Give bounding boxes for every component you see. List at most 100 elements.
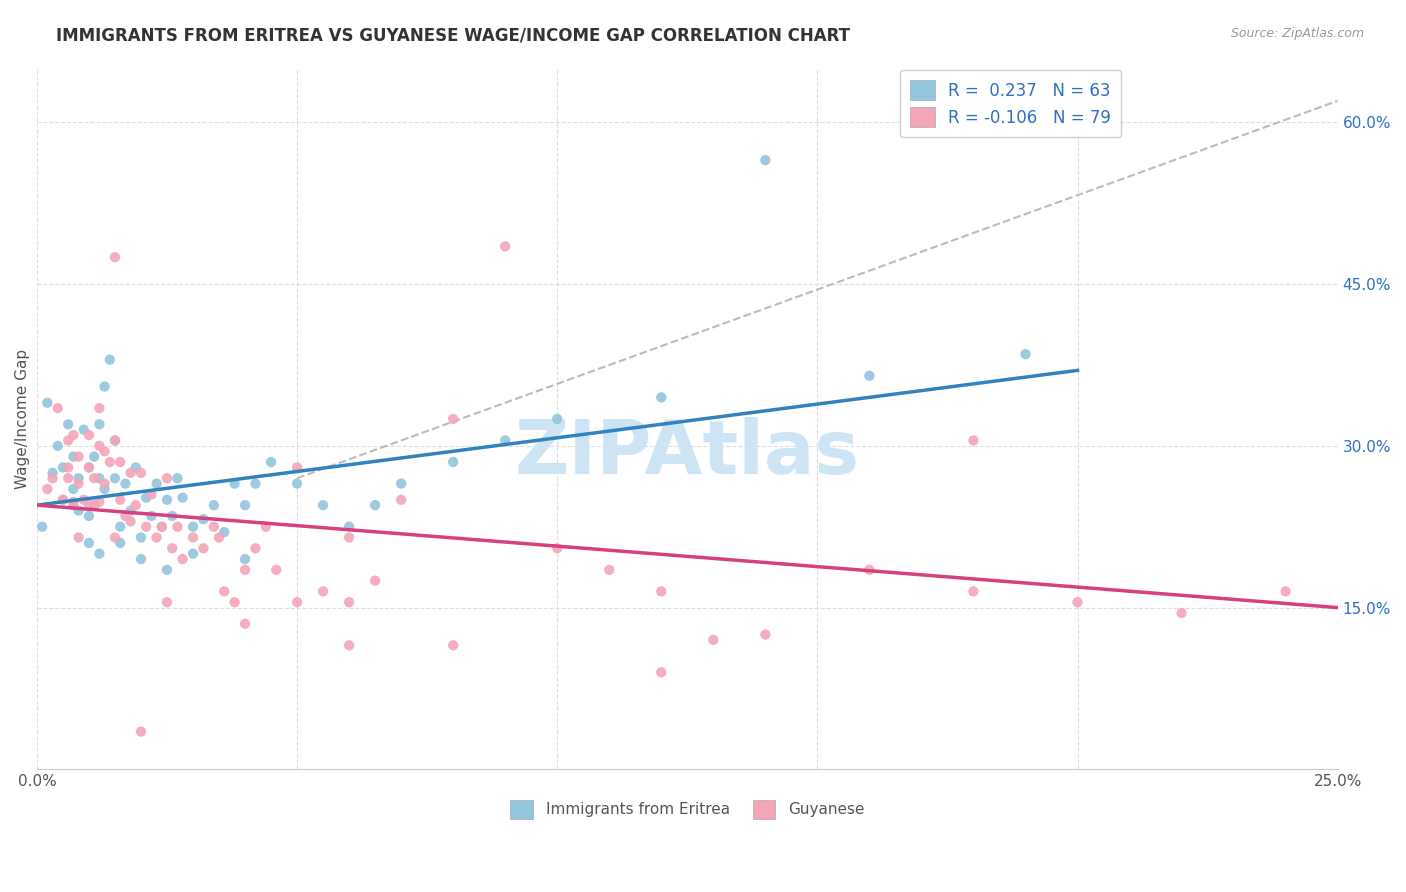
Point (650, 390, 672, 404)
Y-axis label: Wage/Income Gap: Wage/Income Gap (15, 349, 30, 489)
Point (120, 466, 142, 480)
Point (546, 541, 568, 556)
Point (1066, 595, 1088, 609)
Point (77, 428, 100, 442)
Point (156, 471, 179, 485)
Point (67, 531, 90, 545)
Point (208, 531, 231, 545)
Text: Source: ZipAtlas.com: Source: ZipAtlas.com (1230, 27, 1364, 40)
Point (441, 638, 464, 652)
Point (104, 531, 127, 545)
Point (312, 498, 335, 512)
Point (135, 491, 157, 505)
Point (37, 482, 59, 496)
Point (125, 460, 148, 475)
Point (160, 508, 183, 523)
Point (73, 423, 96, 437)
Point (108, 536, 131, 550)
Point (62, 498, 84, 512)
Point (108, 455, 131, 469)
Point (193, 541, 215, 556)
Point (52, 460, 75, 475)
Point (89, 547, 111, 561)
Point (83, 498, 105, 512)
Point (77, 498, 100, 512)
Point (181, 547, 204, 561)
Point (202, 498, 225, 512)
Point (89, 495, 111, 509)
Point (150, 519, 173, 533)
Point (260, 455, 283, 469)
Point (108, 492, 131, 507)
Point (172, 552, 194, 566)
Point (598, 563, 620, 577)
Legend: Immigrants from Eritrea, Guyanese: Immigrants from Eritrea, Guyanese (505, 794, 870, 825)
Point (56, 471, 79, 485)
Point (98, 455, 121, 469)
Point (754, 627, 776, 641)
Point (31, 519, 53, 533)
Point (125, 498, 148, 512)
Point (83, 450, 105, 464)
Point (962, 434, 984, 448)
Point (337, 519, 360, 533)
Point (181, 519, 204, 533)
Point (858, 368, 880, 383)
Point (312, 584, 335, 599)
Point (233, 498, 256, 512)
Point (104, 471, 127, 485)
Point (141, 487, 163, 501)
Point (224, 595, 246, 609)
Point (62, 495, 84, 509)
Point (233, 616, 256, 631)
Point (93, 482, 115, 496)
Point (93, 444, 115, 458)
Point (212, 525, 235, 540)
Point (233, 563, 256, 577)
Point (89, 417, 111, 432)
Point (364, 574, 387, 588)
Point (56, 434, 79, 448)
Point (285, 476, 308, 491)
Point (1274, 584, 1296, 599)
Point (67, 471, 90, 485)
Point (494, 239, 516, 253)
Point (285, 595, 308, 609)
Point (77, 460, 100, 475)
Point (1170, 606, 1192, 620)
Point (73, 492, 96, 507)
Point (108, 519, 131, 533)
Point (52, 492, 75, 507)
Point (67, 503, 90, 517)
Point (858, 563, 880, 577)
Point (37, 396, 59, 410)
Point (104, 250, 127, 264)
Point (1014, 347, 1036, 361)
Point (62, 428, 84, 442)
Point (114, 476, 136, 491)
Point (129, 531, 152, 545)
Point (89, 401, 111, 416)
Point (56, 417, 79, 432)
Point (129, 466, 152, 480)
Text: IMMIGRANTS FROM ERITREA VS GUYANESE WAGE/INCOME GAP CORRELATION CHART: IMMIGRANTS FROM ERITREA VS GUYANESE WAGE… (56, 27, 851, 45)
Point (166, 471, 188, 485)
Point (156, 492, 179, 507)
Point (67, 476, 90, 491)
Point (181, 531, 204, 545)
Text: ZIPAtlas: ZIPAtlas (515, 417, 860, 491)
Point (193, 512, 215, 526)
Point (67, 450, 90, 464)
Point (337, 638, 360, 652)
Point (156, 563, 179, 577)
Point (494, 434, 516, 448)
Point (441, 412, 464, 426)
Point (104, 434, 127, 448)
Point (141, 508, 163, 523)
Point (389, 492, 412, 507)
Point (962, 584, 984, 599)
Point (93, 476, 115, 491)
Point (202, 519, 225, 533)
Point (754, 153, 776, 168)
Point (46, 439, 69, 453)
